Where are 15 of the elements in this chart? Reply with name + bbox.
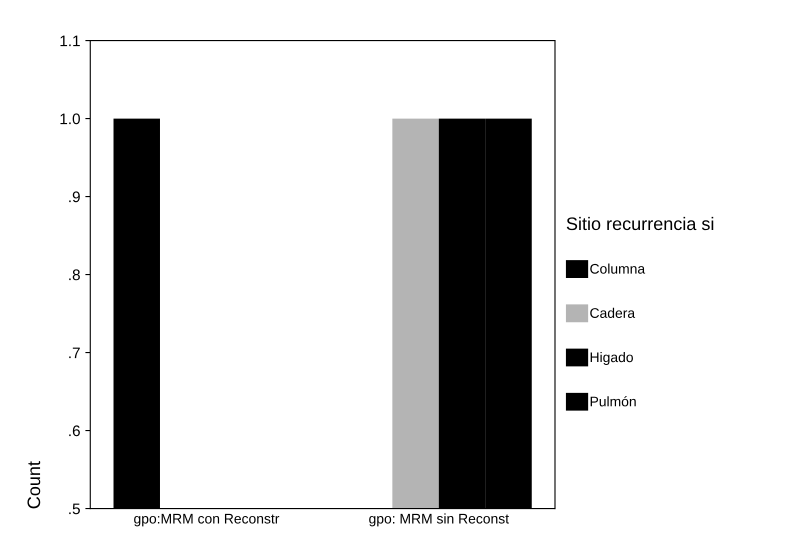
legend-label: Higado [590, 352, 633, 365]
y-axis-title: Count [27, 461, 40, 508]
y-tick-label: .6 [69, 425, 80, 436]
y-tick-label: .7 [69, 348, 80, 358]
legend-title: Sitio recurrencia si [566, 216, 714, 230]
legend-label: Cadera [590, 308, 636, 318]
y-tick-label: .9 [69, 191, 80, 202]
y-tick-label: 1.0 [60, 113, 80, 124]
x-tick-label: gpo:MRM con Reconstr [134, 514, 280, 526]
legend-label: Pulmón [590, 396, 636, 406]
legend-label: Columna [590, 264, 646, 274]
y-tick-label: 1.1 [60, 36, 80, 46]
y-tick-label: .5 [69, 504, 80, 514]
x-tick-label: gpo: MRM sin Reconst [369, 513, 509, 526]
y-tick-label: .8 [69, 269, 80, 280]
